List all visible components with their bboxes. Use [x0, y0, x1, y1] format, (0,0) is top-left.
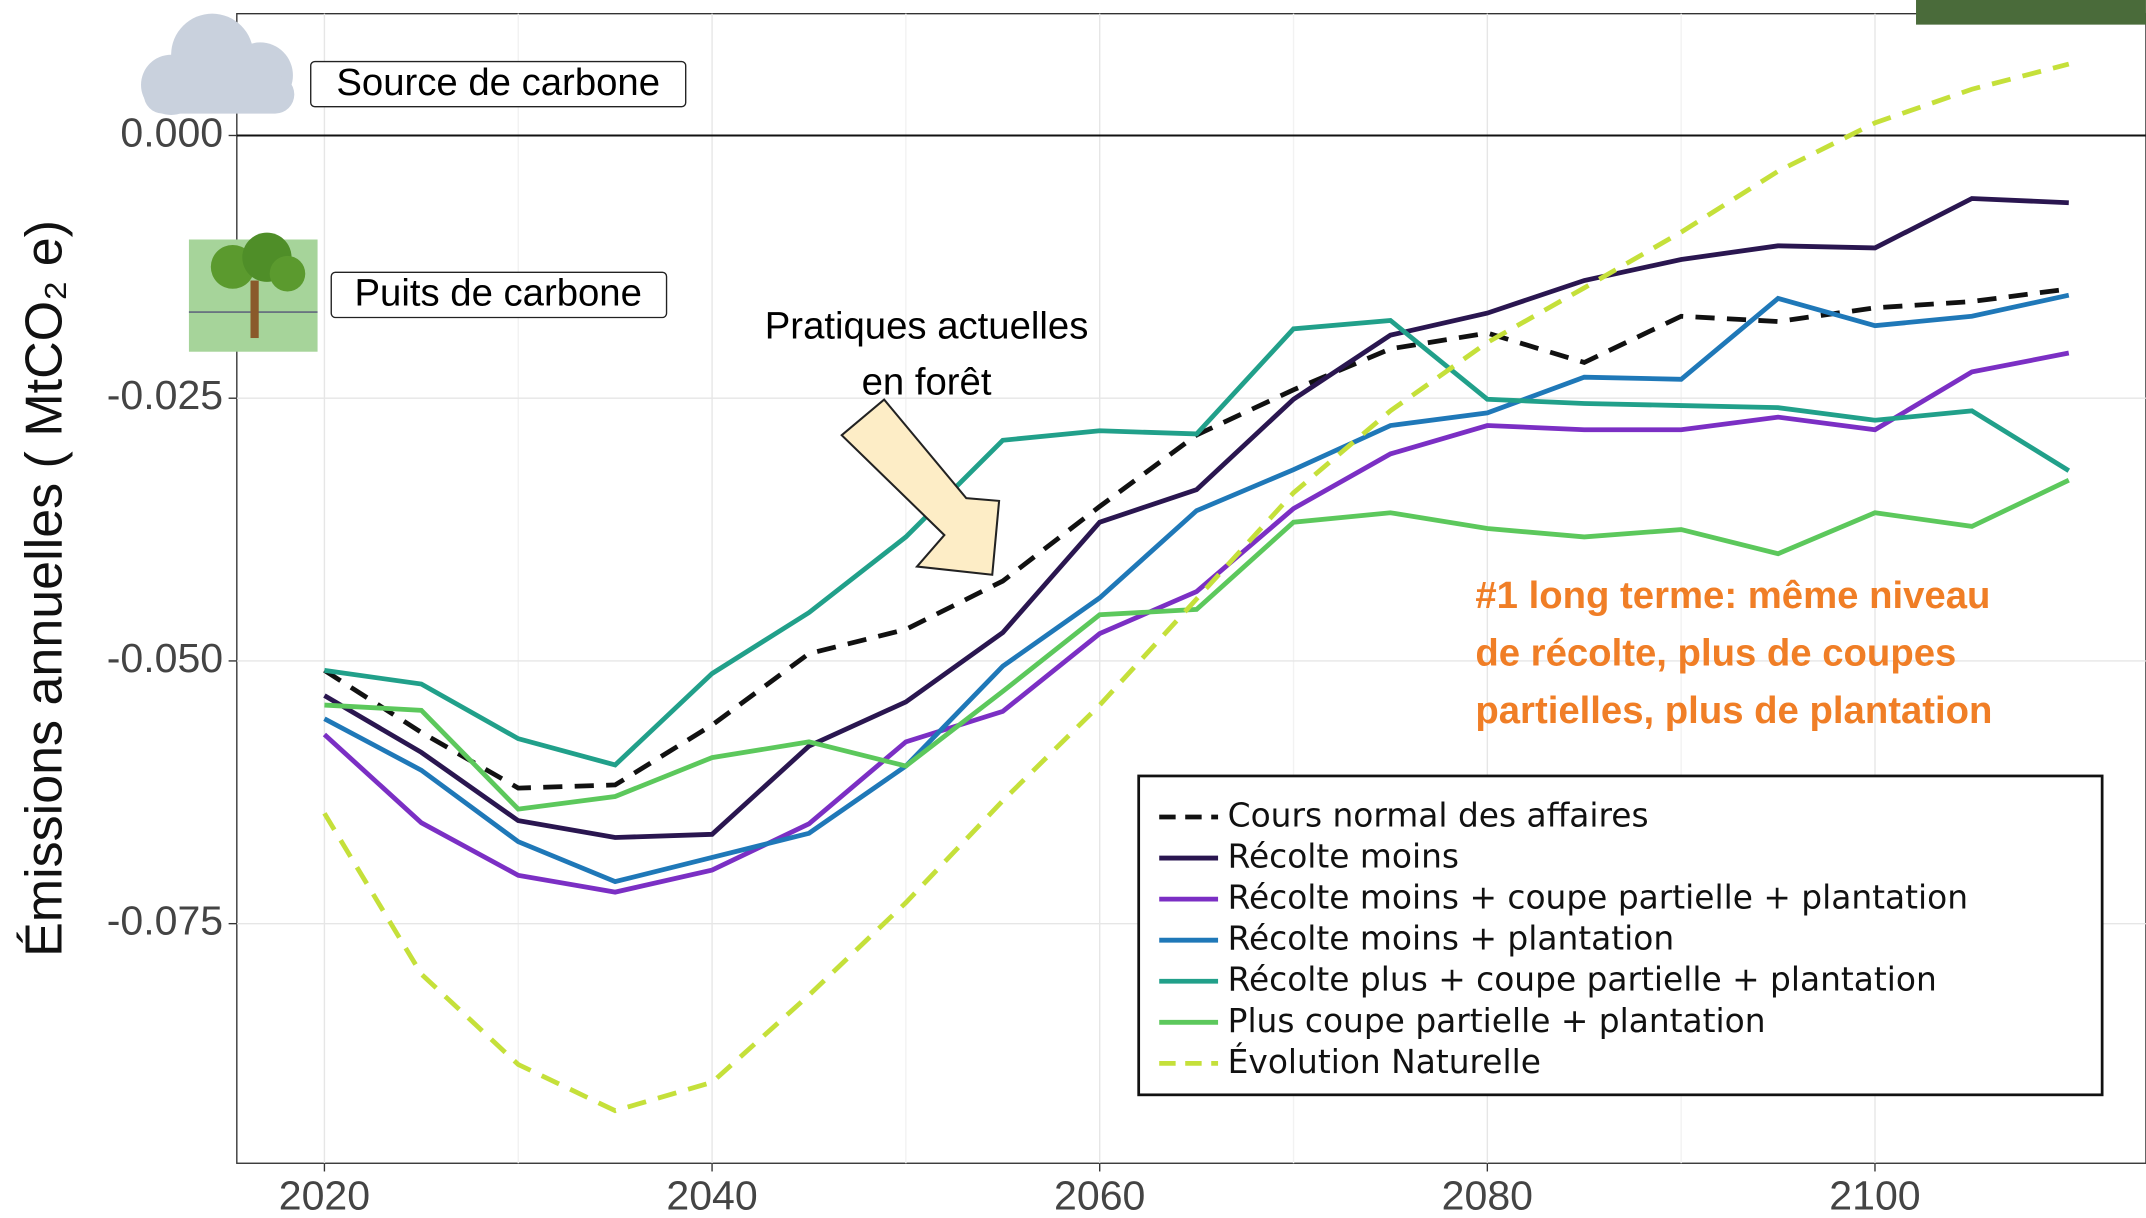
legend-label: Récolte moins	[1228, 838, 1459, 876]
legend-label: Évolution Naturelle	[1228, 1041, 1541, 1081]
y-tick-label: -0.075	[107, 897, 223, 943]
y-tick-label: -0.025	[107, 372, 223, 418]
annotation-box	[310, 60, 687, 108]
x-tick-label: 2060	[1054, 1173, 1145, 1218]
annotation: Puits de carbone	[355, 272, 642, 315]
series-line	[323, 196, 2069, 840]
annotation: partielles, plus de plantation	[1475, 689, 1992, 732]
series-group	[322, 61, 2071, 1114]
series-line	[324, 478, 2070, 812]
forest-icon	[1916, 0, 2146, 25]
annotation: Source de carbone	[336, 61, 660, 104]
x-tick-label: 2100	[1829, 1173, 1920, 1218]
legend-label: Récolte plus + coupe partielle + plantat…	[1228, 961, 1937, 999]
legend-label: Plus coupe partielle + plantation	[1228, 1002, 1766, 1040]
cloud-icon	[141, 13, 295, 115]
annotation: de récolte, plus de coupes	[1475, 632, 1956, 675]
y-axis-label: Émissions annuelles ( MtCO₂ e)	[16, 220, 74, 957]
series-line	[322, 61, 2070, 1114]
annotation-box	[330, 271, 668, 319]
series-line	[323, 292, 2070, 885]
tree-icon	[188, 232, 318, 352]
annotation: Pratiques actuelles	[765, 305, 1089, 348]
legend-label: Cours normal des affaires	[1228, 797, 1649, 835]
grid	[236, 13, 2146, 1164]
y-tick-label: -0.050	[107, 635, 223, 681]
series-line	[324, 317, 2071, 768]
arrow	[840, 398, 1001, 576]
annotation: #1 long terme: même niveau	[1475, 574, 1990, 617]
y-tick-label: 0.000	[120, 109, 223, 155]
legend-label: Récolte moins + plantation	[1228, 920, 1675, 958]
series-line	[322, 350, 2070, 895]
legend-label: Récolte moins + coupe partielle + planta…	[1228, 879, 1968, 917]
x-tick-label: 2080	[1442, 1173, 1533, 1218]
x-tick-label: 2040	[666, 1173, 757, 1218]
annotation: en forêt	[862, 361, 992, 404]
legend	[1137, 774, 2104, 1097]
x-tick-label: 2020	[279, 1173, 370, 1218]
